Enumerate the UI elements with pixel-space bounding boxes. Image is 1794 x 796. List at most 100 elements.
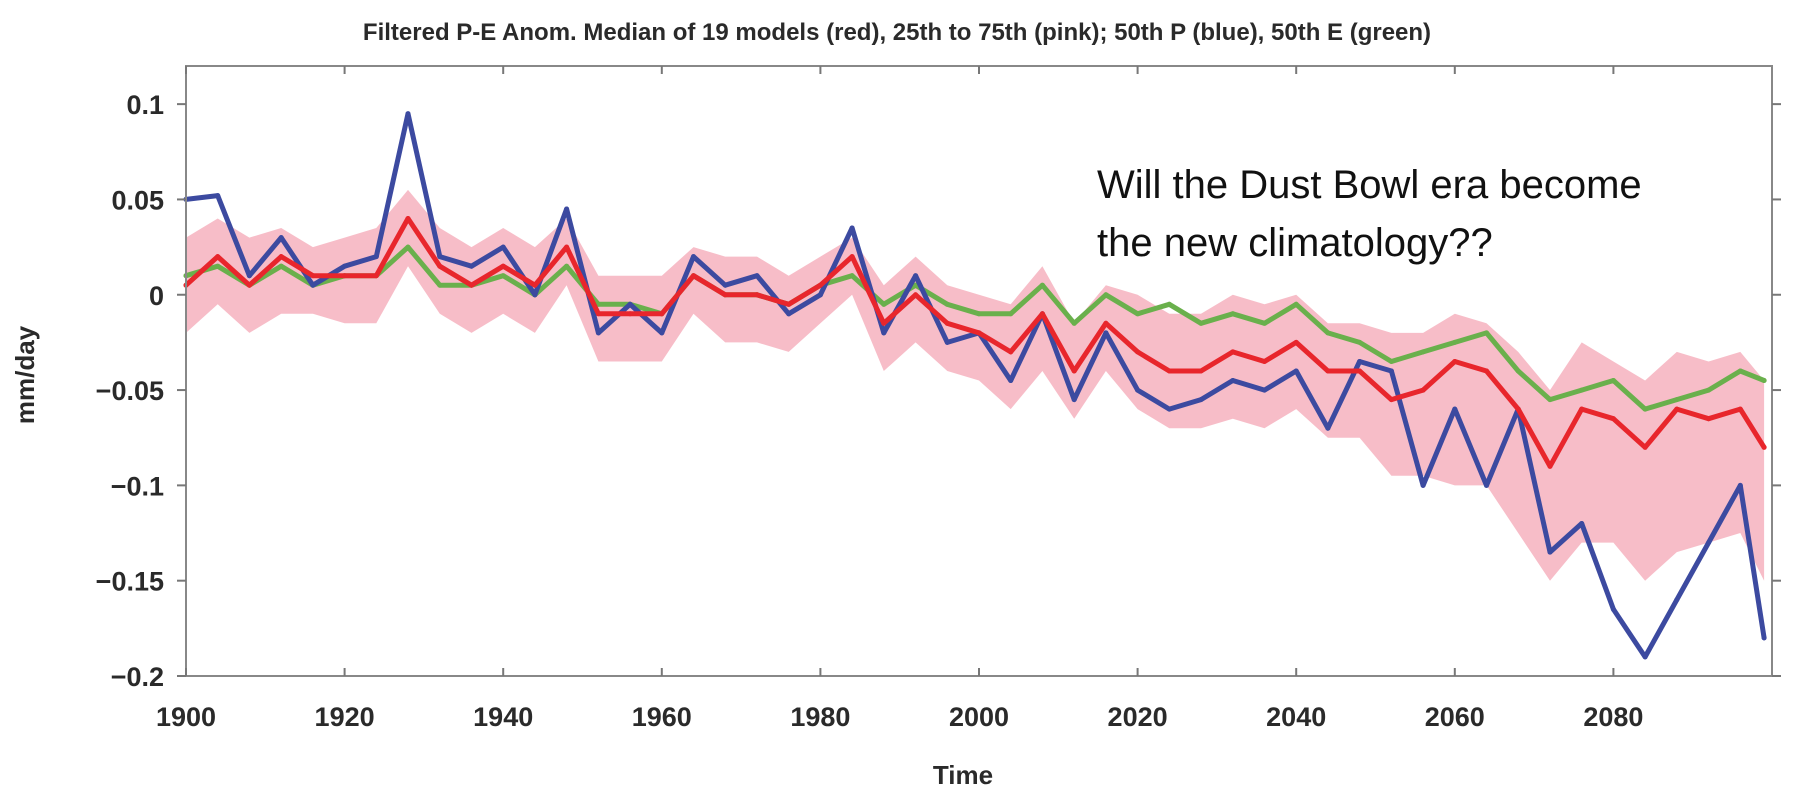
data-point-50th-p — [1071, 397, 1077, 403]
data-point-50th-e — [1293, 301, 1299, 307]
data-point-median-p-e — [405, 216, 411, 221]
data-point-median-p-e — [1610, 416, 1616, 422]
data-point-median-p-e — [1388, 397, 1394, 403]
data-point-median-p-e — [1737, 406, 1743, 412]
band-layer — [186, 189, 1765, 581]
data-point-50th-p — [310, 282, 316, 288]
data-point-50th-p — [1761, 635, 1767, 641]
x-tick-label: 2000 — [949, 702, 1009, 732]
data-point-50th-p — [786, 311, 792, 317]
data-point-50th-p — [1357, 359, 1363, 364]
data-point-50th-p — [881, 330, 887, 336]
data-point-median-p-e — [500, 263, 506, 269]
data-point-median-p-e — [1166, 368, 1172, 374]
data-point-50th-e — [1761, 378, 1767, 383]
annotation-line-1: Will the Dust Bowl era become — [1097, 163, 1642, 207]
data-point-median-p-e — [1135, 349, 1141, 355]
data-point-50th-p — [1737, 482, 1743, 488]
data-point-50th-p — [215, 193, 221, 199]
y-tick-label: 0 — [149, 281, 164, 311]
data-point-50th-p — [373, 254, 379, 260]
data-point-50th-p — [1706, 540, 1712, 546]
y-axis-label: mm/day — [10, 325, 40, 424]
data-point-50th-p — [1610, 606, 1616, 612]
data-point-median-p-e — [1357, 368, 1363, 374]
data-point-50th-p — [564, 206, 570, 212]
x-tick-label: 1900 — [156, 702, 216, 732]
series-layer — [183, 111, 1767, 660]
data-point-50th-e — [1262, 320, 1267, 326]
data-point-median-p-e — [881, 320, 887, 326]
data-point-50th-e — [1579, 387, 1585, 393]
data-point-50th-p — [342, 263, 348, 269]
data-point-median-p-e — [342, 273, 348, 279]
data-point-50th-e — [1135, 311, 1141, 317]
data-point-median-p-e — [1325, 368, 1331, 374]
data-point-median-p-e — [691, 273, 696, 279]
data-point-50th-e — [1230, 311, 1236, 317]
iqr-band — [186, 189, 1765, 581]
y-tick-label: 0.1 — [126, 90, 164, 120]
data-point-50th-p — [1484, 482, 1489, 488]
data-point-50th-p — [659, 330, 665, 336]
data-point-50th-p — [1135, 387, 1141, 393]
data-point-50th-e — [1388, 359, 1394, 364]
data-point-50th-p — [469, 263, 474, 269]
x-tick-label: 2060 — [1425, 702, 1485, 732]
data-point-median-p-e — [278, 254, 284, 260]
data-point-50th-e — [278, 263, 284, 269]
data-point-median-p-e — [564, 244, 570, 250]
data-point-median-p-e — [1071, 368, 1077, 374]
data-point-50th-p — [1325, 425, 1331, 431]
data-point-50th-p — [1452, 406, 1458, 412]
data-point-median-p-e — [1008, 349, 1014, 355]
data-point-50th-p — [278, 235, 284, 241]
data-point-median-p-e — [1230, 349, 1236, 355]
data-point-50th-p — [849, 225, 855, 231]
data-point-median-p-e — [437, 263, 443, 269]
data-point-50th-p — [1230, 378, 1236, 383]
data-point-median-p-e — [786, 301, 792, 307]
tick-layer: 1900 1920 1940 1960 1980 2000 2020 2040 2060 2080… — [96, 66, 1781, 732]
data-point-median-p-e — [627, 311, 633, 317]
x-tick-label: 2020 — [1108, 702, 1168, 732]
x-axis-label: Time — [933, 760, 993, 790]
data-point-median-p-e — [246, 282, 252, 288]
data-point-median-p-e — [1515, 406, 1521, 412]
data-point-median-p-e — [659, 311, 665, 317]
data-point-50th-e — [1198, 320, 1204, 326]
data-point-median-p-e — [595, 311, 601, 317]
data-point-50th-p — [913, 273, 919, 279]
data-point-50th-e — [437, 282, 443, 288]
data-point-50th-e — [1008, 311, 1014, 317]
y-tick-label: −0.15 — [96, 567, 164, 597]
data-point-median-p-e — [1761, 444, 1767, 450]
data-point-median-p-e — [1706, 416, 1712, 422]
x-tick-label: 2080 — [1583, 702, 1643, 732]
data-point-50th-p — [1642, 654, 1648, 660]
data-point-median-p-e — [1642, 444, 1648, 450]
y-tick-label: 0.05 — [111, 185, 164, 215]
data-point-50th-e — [1610, 378, 1616, 383]
data-point-median-p-e — [1579, 406, 1585, 412]
data-point-median-p-e — [1452, 359, 1458, 364]
data-point-50th-p — [754, 273, 760, 279]
x-tick-label: 2040 — [1266, 702, 1326, 732]
data-point-50th-e — [405, 244, 411, 250]
data-point-50th-p — [1547, 549, 1553, 555]
y-tick-label: −0.1 — [111, 471, 164, 501]
data-point-50th-p — [691, 254, 696, 260]
data-point-50th-e — [1420, 349, 1426, 355]
annotation-line-2: the new climatology?? — [1097, 221, 1493, 265]
data-point-50th-p — [1008, 378, 1014, 383]
data-point-50th-e — [1452, 339, 1458, 345]
data-point-median-p-e — [722, 292, 728, 298]
data-point-median-p-e — [1420, 387, 1426, 393]
data-point-50th-e — [564, 263, 570, 269]
data-point-median-p-e — [976, 330, 982, 336]
data-point-50th-p — [1166, 406, 1172, 412]
data-point-median-p-e — [215, 254, 221, 260]
data-point-median-p-e — [1103, 320, 1109, 326]
data-point-50th-p — [1579, 521, 1585, 526]
